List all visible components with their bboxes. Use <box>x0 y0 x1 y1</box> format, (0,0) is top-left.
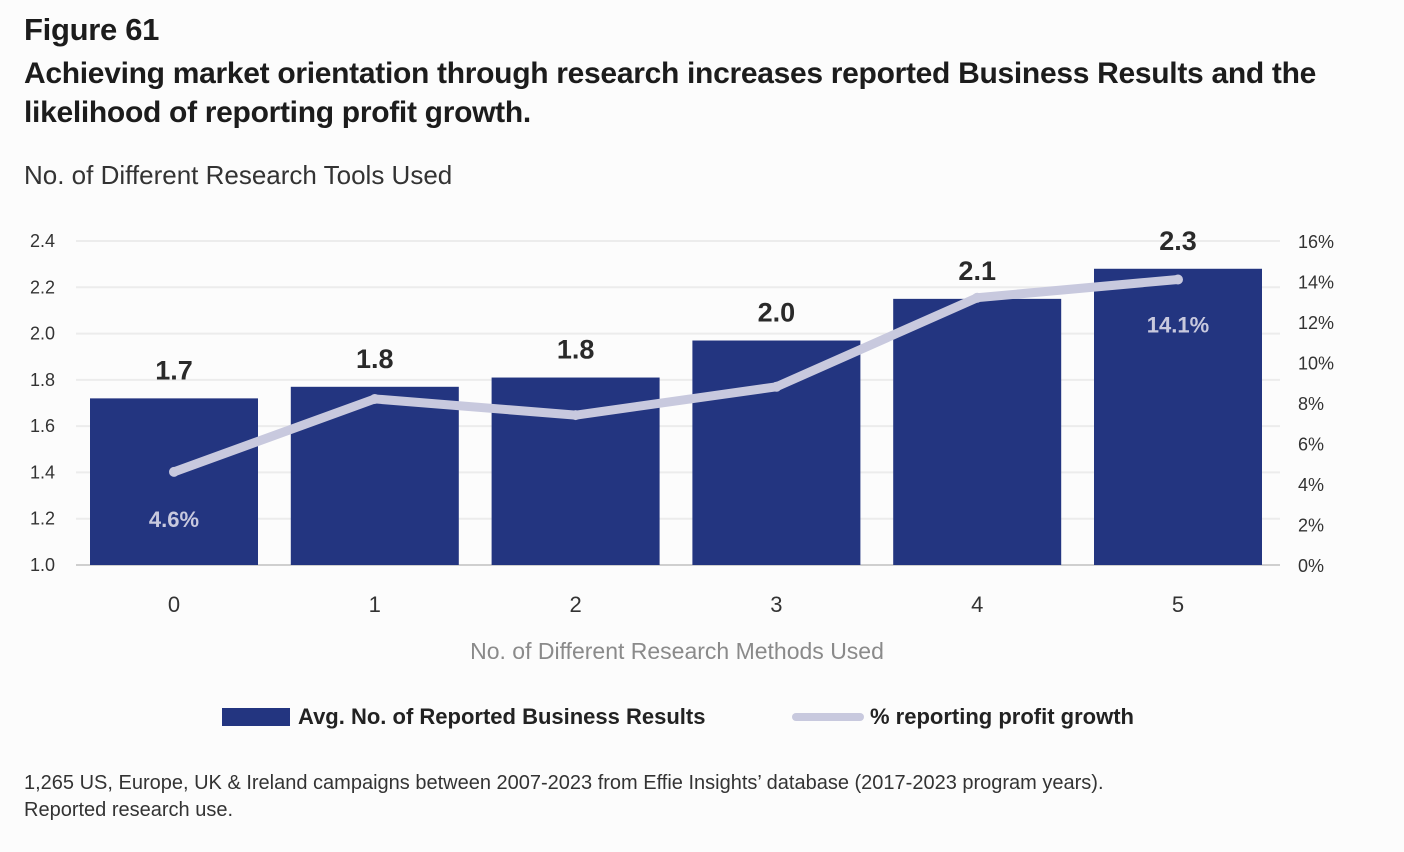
bar-value-label: 1.8 <box>356 344 394 374</box>
footnote-line-1: 1,265 US, Europe, UK & Ireland campaigns… <box>24 772 1104 794</box>
footnote-line-2: Reported research use. <box>24 799 234 821</box>
left-tick-label: 1.8 <box>30 370 55 390</box>
left-tick-label: 1.2 <box>30 509 55 529</box>
line-value-labels: 4.6% 14.1% <box>149 312 1209 531</box>
line-point <box>570 410 581 421</box>
legend-label-line: % reporting profit growth <box>870 704 1134 729</box>
line-point <box>1173 274 1183 285</box>
right-tick-label: 2% <box>1298 516 1324 536</box>
chart-subtitle: No. of Different Research Tools Used <box>24 160 453 190</box>
left-tick-label: 1.4 <box>30 462 55 482</box>
bar <box>290 386 459 565</box>
bar-value-label: 2.3 <box>1159 226 1197 256</box>
figure-label: Figure 61 <box>24 12 160 47</box>
right-tick-label: 16% <box>1298 232 1334 252</box>
legend-label-bars: Avg. No. of Reported Business Results <box>298 704 706 729</box>
bar-value-label: 2.1 <box>958 256 996 286</box>
left-axis-ticks: 1.0 1.2 1.4 1.6 1.8 2.0 2.2 2.4 <box>30 231 55 575</box>
legend: Avg. No. of Reported Business Results % … <box>0 704 1404 734</box>
left-tick-label: 1.6 <box>30 416 55 436</box>
bar-value-labels: 1.7 1.8 1.8 2.0 2.1 2.3 <box>155 226 1197 386</box>
right-axis-ticks: 0% 2% 4% 6% 8% 10% 12% 14% 16% <box>1298 232 1334 576</box>
left-tick-label: 2.4 <box>30 231 55 251</box>
right-tick-label: 14% <box>1298 273 1334 293</box>
right-tick-label: 8% <box>1298 394 1324 414</box>
right-tick-label: 10% <box>1298 354 1334 374</box>
left-tick-label: 2.0 <box>30 324 55 344</box>
bar <box>692 340 861 565</box>
bar-value-label: 1.7 <box>155 355 193 385</box>
bar <box>893 298 1062 565</box>
bar <box>1094 268 1262 565</box>
chart-headline: Achieving market orientation through res… <box>24 57 1317 129</box>
left-tick-label: 1.0 <box>30 555 55 575</box>
x-axis-title: No. of Different Research Methods Used <box>470 638 884 664</box>
left-tick-label: 2.2 <box>30 277 55 297</box>
bar <box>90 398 258 565</box>
combo-chart: 1.01.21.41.61.82.02.22.4 0%2%4%6%8%10%12… <box>30 226 1334 664</box>
line-point <box>771 381 782 392</box>
category-tick-label: 3 <box>770 592 782 617</box>
profit-growth-line <box>169 274 1183 477</box>
line-point <box>972 292 983 303</box>
bar-value-label: 2.0 <box>758 298 796 328</box>
bar-value-label: 1.8 <box>557 335 595 365</box>
category-ticks: 0 1 2 3 4 5 <box>168 592 1184 617</box>
category-tick-label: 4 <box>971 592 983 617</box>
line-point <box>369 393 380 404</box>
line-value-label: 4.6% <box>149 507 199 532</box>
line-point <box>169 466 179 477</box>
category-tick-label: 1 <box>369 592 381 617</box>
legend-line-swatch <box>792 713 864 721</box>
legend-bar-swatch <box>222 708 290 726</box>
right-tick-label: 4% <box>1298 475 1324 495</box>
right-tick-label: 6% <box>1298 435 1324 455</box>
category-tick-label: 5 <box>1172 592 1184 617</box>
right-tick-label: 12% <box>1298 313 1334 333</box>
gridlines <box>76 240 1280 566</box>
footnote: 1,265 US, Europe, UK & Ireland campaigns… <box>24 770 1384 824</box>
category-tick-label: 0 <box>168 592 180 617</box>
right-tick-label: 0% <box>1298 556 1324 576</box>
legend-item-line: % reporting profit growth <box>792 704 1134 730</box>
profit-growth-polyline <box>169 274 1183 477</box>
legend-item-bars: Avg. No. of Reported Business Results <box>222 704 705 730</box>
line-value-label: 14.1% <box>1147 312 1209 337</box>
category-tick-label: 2 <box>569 592 581 617</box>
bars <box>90 268 1262 565</box>
